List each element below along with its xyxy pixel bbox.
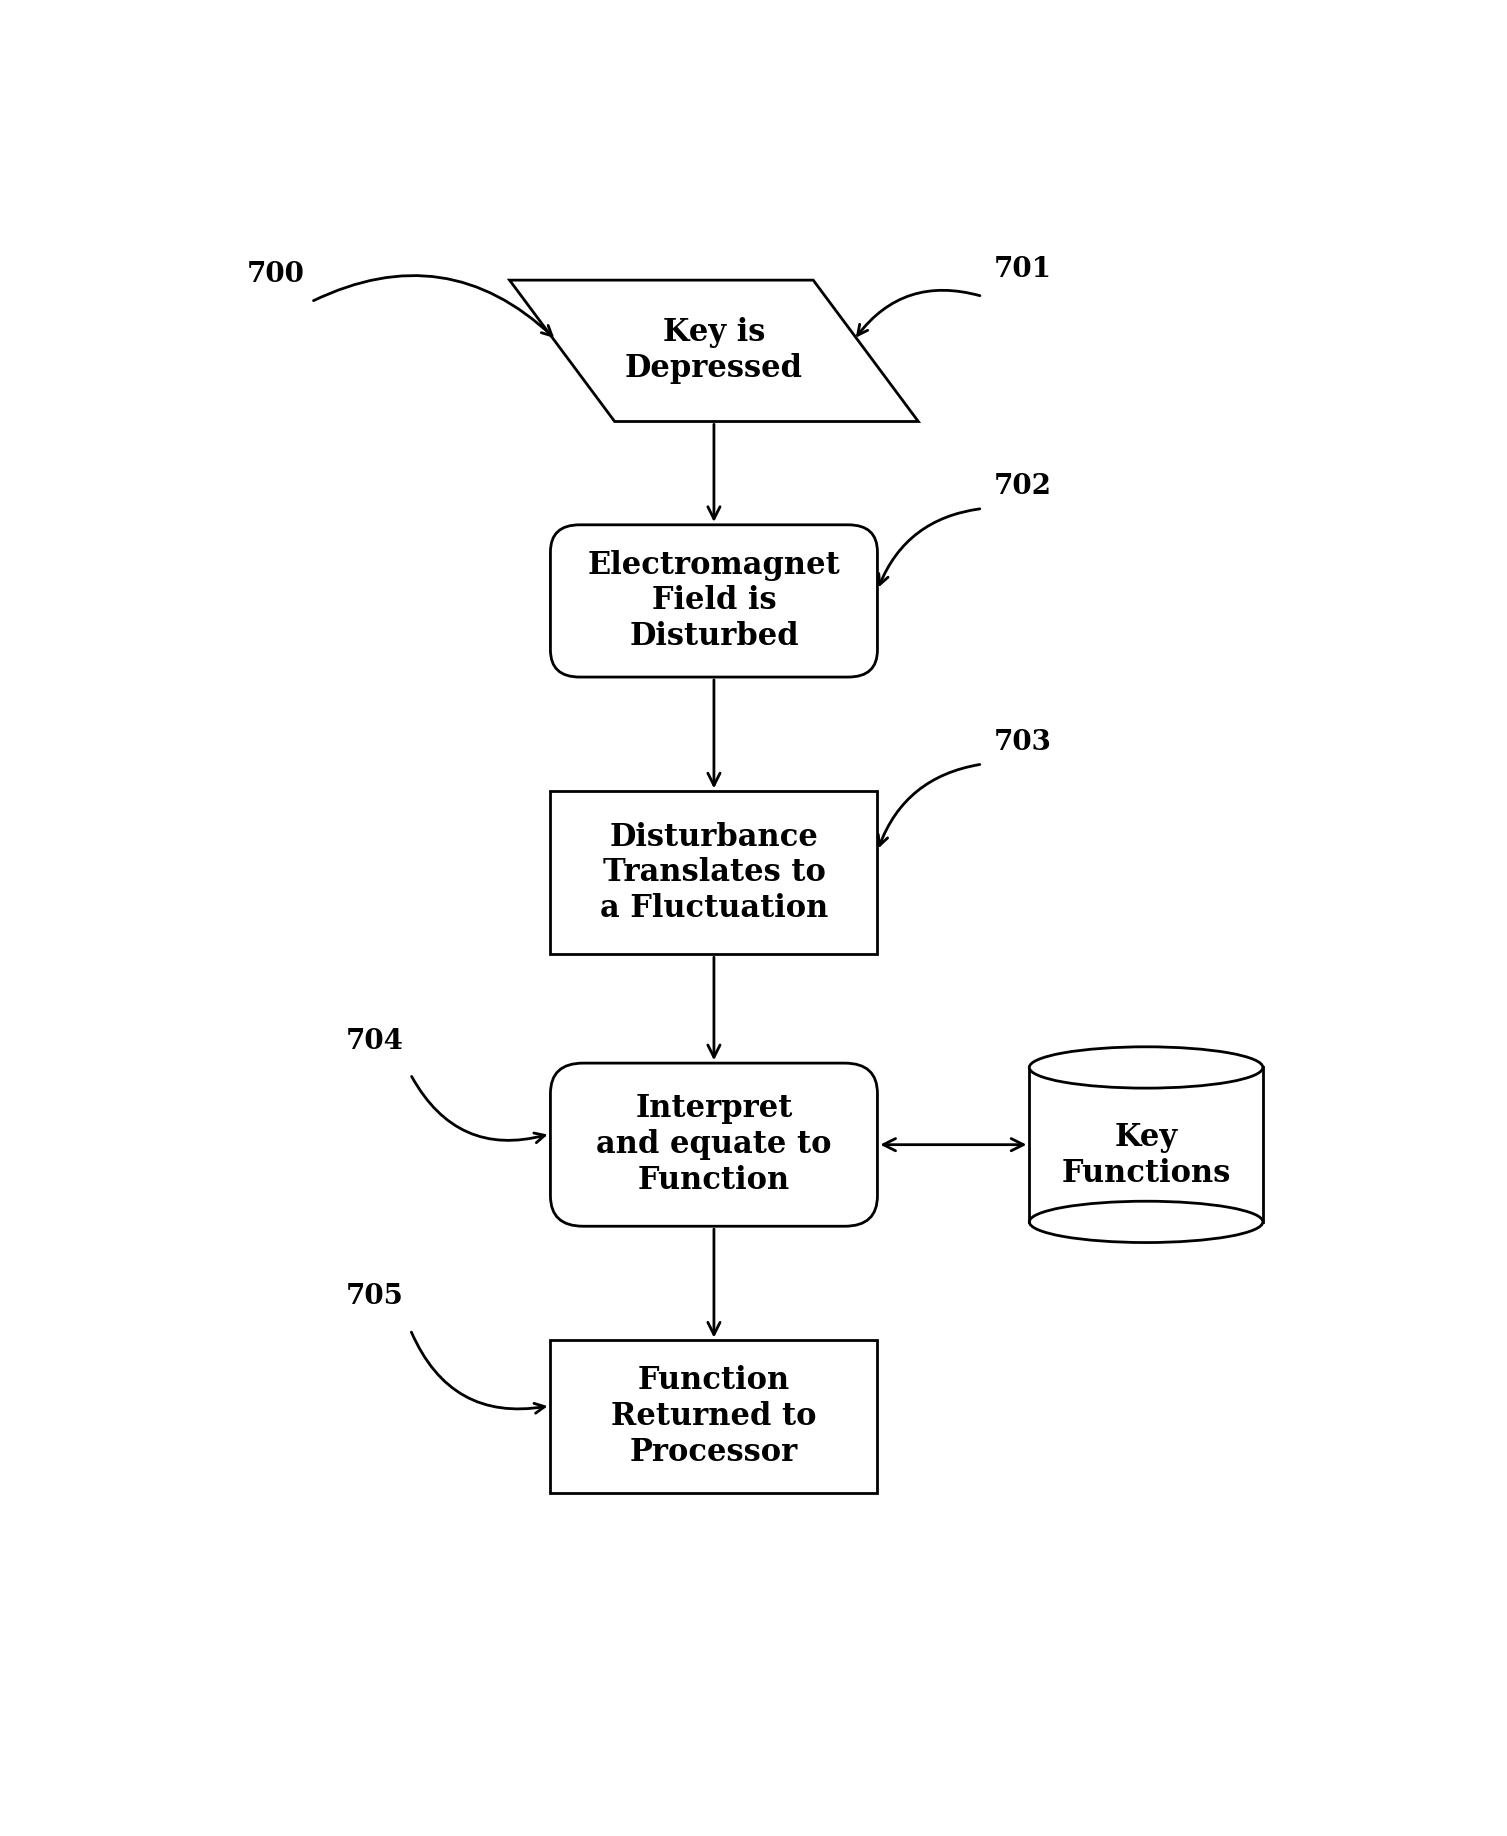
Ellipse shape [1029, 1047, 1263, 1089]
Text: Function
Returned to
Processor: Function Returned to Processor [612, 1366, 817, 1467]
Text: 703: 703 [995, 729, 1052, 756]
Text: Disturbance
Translates to
a Fluctuation: Disturbance Translates to a Fluctuation [600, 821, 829, 924]
Text: Electromagnet
Field is
Disturbed: Electromagnet Field is Disturbed [588, 549, 841, 652]
Text: Key is
Depressed: Key is Depressed [625, 318, 803, 384]
Text: 702: 702 [995, 474, 1052, 499]
Text: 704: 704 [347, 1028, 404, 1056]
Text: Key
Functions: Key Functions [1061, 1122, 1231, 1190]
Bar [550, 1340, 877, 1493]
Text: Interpret
and equate to
Function: Interpret and equate to Function [597, 1094, 832, 1195]
Text: 701: 701 [995, 255, 1052, 283]
Bar [550, 791, 877, 955]
Text: 700: 700 [247, 261, 304, 288]
Text: 705: 705 [347, 1283, 404, 1311]
